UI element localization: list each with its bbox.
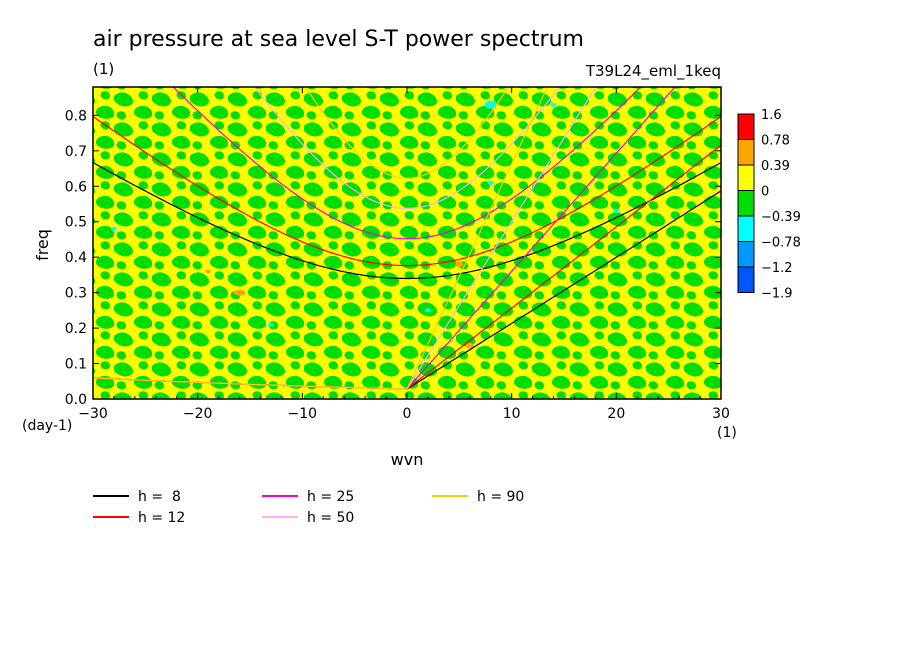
y-axis-label: freq [33,229,52,261]
field-fill [93,87,721,399]
legend-label: h = 90 [477,489,524,505]
colorbar-label: −1.2 [761,261,793,276]
x-tick-label: 20 [607,406,625,422]
y-tick-label: 0.0 [65,392,87,408]
colorbar-label: −1.9 [761,287,793,302]
chart-title: air pressure at sea level S-T power spec… [93,27,584,52]
anomaly-spot [267,322,274,327]
colorbar-swatch [737,266,755,293]
legend-label: h = 12 [138,510,185,526]
anomaly-spot [484,100,497,109]
colorbar: 1.6 0.78 0.39 0 −0.39 −0.78 −1.2 −1.9 [737,108,801,302]
x-tick-label: −30 [78,406,108,422]
anomaly-spot [205,269,212,274]
y-tick-label: 0.1 [65,357,87,373]
colorbar-label: 0 [761,185,769,200]
legend-label: h = 8 [138,489,181,505]
anomaly-spot [613,209,620,214]
title-unit: (1) [93,60,114,78]
dispersion-curve [172,87,642,240]
colorbar-swatch [737,241,755,268]
colorbar-swatch [737,113,755,140]
anomaly-spot [455,261,464,268]
y-tick-label: 0.3 [65,286,87,302]
y-unit-label: (day-1) [22,418,72,434]
y-tick-label: 0.4 [65,250,87,266]
y-tick-label: 0.6 [65,179,87,195]
colorbar-label: 1.6 [761,108,782,123]
y-tick-label: 0.2 [65,321,87,337]
x-tick-label: 0 [403,406,412,422]
colorbar-swatch [737,215,755,242]
legend: h = 8 h = 12 h = 25 h = 50 h = 90 [93,489,524,526]
colorbar-swatch [737,164,755,191]
colorbar-label: 0.78 [761,134,790,149]
anomaly-spot [550,102,557,107]
y-axis: 0.0 0.1 0.2 0.3 0.4 0.5 0.6 0.7 0.8 [65,108,721,408]
experiment-label: T39L24_eml_1keq [585,62,721,81]
anomaly-spot [465,342,474,349]
dispersion-curve [93,162,721,280]
colorbar-label: 0.39 [761,159,790,174]
y-tick-label: 0.7 [65,144,87,160]
anomaly-spot [110,226,117,231]
dispersion-curve [93,115,721,267]
x-unit-label: (1) [717,425,737,441]
legend-label: h = 50 [307,510,354,526]
y-tick-label: 0.5 [65,215,87,231]
dispersion-curve [93,87,548,390]
dispersion-curve [304,87,510,179]
legend-label: h = 25 [307,489,354,505]
dispersion-curve [253,87,561,210]
colorbar-label: −0.78 [761,236,801,251]
colorbar-swatch [737,139,755,166]
anomaly-spot [424,308,431,313]
x-tick-label: 10 [503,406,521,422]
colorbar-swatch [737,190,755,217]
y-tick-label: 0.8 [65,108,87,124]
anomaly-spot [233,289,246,296]
x-tick-label: 30 [712,406,730,422]
x-tick-label: −10 [288,406,318,422]
x-axis: −30 −20 −10 0 10 20 30 [78,87,730,422]
colorbar-label: −0.39 [761,210,801,225]
x-axis-label: wvn [391,450,424,469]
anomaly-spot [487,180,494,185]
x-tick-label: −20 [183,406,213,422]
plot-area [92,86,722,400]
